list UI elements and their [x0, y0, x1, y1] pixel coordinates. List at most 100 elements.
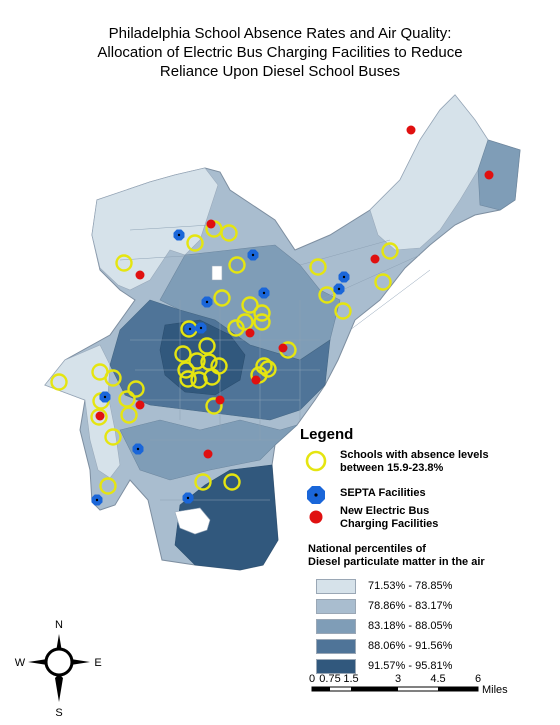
class-3-label: 83.18% - 88.05%	[368, 620, 453, 632]
school-marker	[174, 345, 192, 363]
school-marker	[177, 361, 195, 379]
school-marker	[241, 296, 259, 314]
area-northeast-mid	[477, 139, 521, 211]
charging-marker	[370, 254, 380, 264]
tick-4-5: 4.5	[430, 673, 445, 685]
charging-marker	[135, 270, 145, 280]
airport-gap	[174, 507, 211, 535]
school-marker	[236, 313, 254, 331]
septa-layer	[91, 229, 350, 506]
charging-marker	[251, 375, 261, 385]
charging-marker	[278, 343, 288, 353]
septa-label: SEPTA Facilities	[340, 487, 426, 499]
class-3: 83.18% - 88.05%	[300, 617, 550, 637]
school-marker	[188, 352, 206, 370]
class-2-swatch	[316, 599, 356, 614]
tick-0: 0	[309, 673, 315, 685]
septa-marker	[258, 287, 270, 299]
class-1-label: 71.53% - 78.85%	[368, 580, 453, 592]
septa-octagon-icon	[307, 486, 325, 504]
charging-marker	[245, 328, 255, 338]
school-marker	[228, 256, 246, 274]
area-northwest-light	[91, 167, 219, 291]
school-marker	[253, 313, 271, 331]
class-1-swatch	[316, 579, 356, 594]
school-marker	[179, 370, 197, 388]
school-marker	[318, 286, 336, 304]
school-marker	[253, 304, 271, 322]
class-4: 88.06% - 91.56%	[300, 637, 550, 657]
school-marker	[186, 234, 204, 252]
school-marker	[99, 477, 117, 495]
charging-label-line-2: Charging Facilities	[340, 518, 439, 530]
charging-marker	[203, 449, 213, 459]
charging-dot-icon	[309, 510, 323, 524]
school-marker	[50, 373, 68, 391]
septa-marker	[182, 492, 194, 504]
legend-septa: SEPTA Facilities	[300, 483, 550, 505]
legend-title: Legend	[300, 426, 354, 443]
class-5: 91.57% - 95.81%	[300, 657, 550, 677]
class-5-label: 91.57% - 95.81%	[368, 660, 453, 672]
legend: Legend Schools with absence levels betwe…	[300, 426, 550, 677]
charging-layer	[95, 125, 494, 459]
charging-label-line-1: New Electric Bus	[340, 505, 430, 517]
septa-marker	[91, 494, 103, 506]
legend-charging: New Electric Bus Charging Facilities	[300, 505, 550, 539]
percentile-title-line-2: Diesel particulate matter in the air	[308, 556, 485, 568]
septa-marker	[132, 443, 144, 455]
charging-marker	[484, 170, 494, 180]
east-label: E	[94, 657, 101, 669]
class-3-swatch	[316, 619, 356, 634]
class-1: 71.53% - 78.85%	[300, 577, 550, 597]
scale-bar-segments	[311, 686, 479, 692]
septa-marker	[184, 323, 196, 335]
school-marker	[120, 406, 138, 424]
school-marker	[205, 397, 223, 415]
school-marker	[259, 360, 277, 378]
area-northeast-light	[369, 94, 489, 251]
schools-layer	[50, 220, 399, 495]
school-marker	[104, 428, 122, 446]
legend-schools: Schools with absence levels between 15.9…	[300, 449, 550, 483]
class-4-label: 88.06% - 91.56%	[368, 640, 453, 652]
school-marker	[194, 473, 212, 491]
class-4-swatch	[316, 639, 356, 654]
septa-marker	[201, 296, 213, 308]
tick-6: 6	[475, 673, 481, 685]
percentile-title: National percentiles of Diesel particula…	[308, 543, 550, 569]
school-marker	[90, 408, 108, 426]
west-label: W	[15, 657, 26, 669]
charging-marker	[206, 219, 216, 229]
school-marker	[127, 380, 145, 398]
north-arrow: N S W E	[15, 619, 102, 718]
class-2: 78.86% - 83.17%	[300, 597, 550, 617]
septa-marker	[333, 283, 345, 295]
school-marker	[227, 319, 245, 337]
title-line-2: Allocation of Electric Bus Charging Faci…	[97, 44, 463, 61]
percentile-title-line-1: National percentiles of	[308, 543, 426, 555]
charging-marker	[135, 400, 145, 410]
charging-marker	[406, 125, 416, 135]
septa-marker	[195, 322, 207, 334]
map-title: Philadelphia School Absence Rates and Ai…	[0, 24, 560, 81]
scale-unit: Miles	[482, 684, 508, 696]
septa-marker	[173, 229, 185, 241]
park-gap	[211, 265, 223, 281]
school-marker	[198, 337, 216, 355]
school-marker	[104, 369, 122, 387]
school-marker	[203, 368, 221, 386]
charging-marker	[95, 411, 105, 421]
title-line-1: Philadelphia School Absence Rates and Ai…	[108, 25, 452, 42]
school-ring-icon	[305, 450, 327, 472]
school-marker	[374, 273, 392, 291]
school-marker	[381, 242, 399, 260]
tick-1-5: 1.5	[343, 673, 358, 685]
area-west-light	[44, 344, 121, 479]
class-2-label: 78.86% - 83.17%	[368, 600, 453, 612]
schools-label: Schools with absence levels between 15.9…	[340, 449, 489, 475]
compass-icon	[28, 634, 90, 702]
title-line-3: Reliance Upon Diesel School Buses	[159, 63, 401, 80]
school-marker	[334, 302, 352, 320]
